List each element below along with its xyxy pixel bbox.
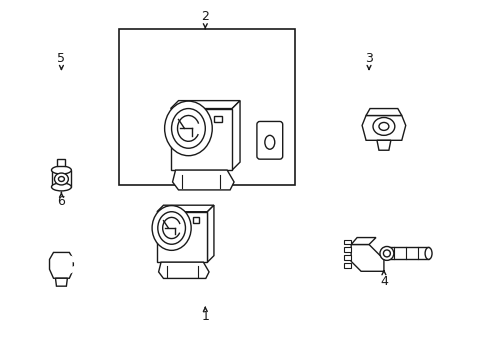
Bar [192, 217, 199, 223]
Polygon shape [158, 262, 209, 278]
Text: 4: 4 [379, 271, 387, 288]
Polygon shape [51, 170, 71, 187]
Bar [119, 29, 294, 185]
Ellipse shape [54, 173, 68, 185]
Polygon shape [344, 239, 350, 244]
Ellipse shape [379, 247, 393, 260]
Polygon shape [366, 109, 401, 116]
Polygon shape [157, 212, 207, 262]
Polygon shape [49, 252, 73, 278]
Ellipse shape [378, 122, 388, 130]
Ellipse shape [164, 101, 212, 156]
Text: 3: 3 [365, 53, 372, 69]
Polygon shape [55, 278, 67, 286]
Ellipse shape [59, 176, 64, 181]
Polygon shape [344, 255, 350, 260]
Ellipse shape [383, 250, 389, 257]
Polygon shape [170, 109, 232, 170]
FancyBboxPatch shape [256, 121, 282, 159]
Ellipse shape [264, 135, 274, 149]
Polygon shape [207, 205, 214, 262]
Polygon shape [361, 116, 405, 140]
Polygon shape [350, 238, 375, 244]
Polygon shape [383, 247, 427, 260]
Text: 6: 6 [58, 193, 65, 208]
Polygon shape [232, 100, 240, 170]
Bar [214, 116, 222, 122]
Polygon shape [53, 257, 66, 272]
Ellipse shape [158, 212, 185, 244]
Ellipse shape [424, 247, 431, 260]
Polygon shape [376, 140, 390, 150]
Ellipse shape [51, 183, 71, 191]
Text: 5: 5 [57, 53, 65, 69]
Polygon shape [344, 264, 350, 268]
Polygon shape [157, 205, 214, 212]
Ellipse shape [51, 166, 71, 174]
Ellipse shape [372, 117, 394, 135]
Polygon shape [350, 244, 383, 271]
Text: 2: 2 [201, 10, 209, 28]
Polygon shape [344, 247, 350, 252]
Polygon shape [172, 170, 234, 190]
Ellipse shape [171, 109, 205, 148]
Polygon shape [170, 100, 240, 109]
Text: 1: 1 [201, 307, 209, 323]
Bar [57, 159, 65, 166]
Ellipse shape [152, 206, 191, 250]
